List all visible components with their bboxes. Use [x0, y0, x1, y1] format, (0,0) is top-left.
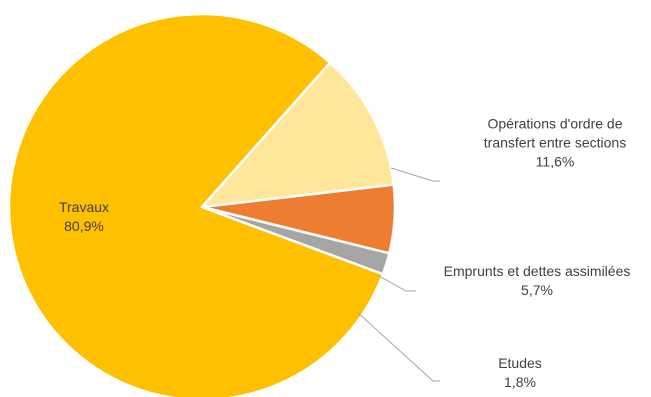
pie-slice-etudes [200, 205, 391, 276]
category-label-operations-d-ordre-de-transfert-entre-sections: transfert entre sections [484, 135, 626, 151]
pie-slice-travaux [7, 12, 385, 397]
category-label-emprunts-et-dettes-assimilees: Emprunts et dettes assimilées [444, 263, 631, 279]
category-label-travaux: Travaux [59, 199, 109, 215]
pie-slice-operations-d-ordre-de-transfert-entre-sections [200, 61, 395, 209]
data-label-emprunts-et-dettes-assimilees: 5,7% [521, 282, 553, 298]
category-label-operations-d-ordre-de-transfert-entre-sections: Opérations d'ordre de [488, 116, 623, 132]
data-label-operations-d-ordre-de-transfert-entre-sections: 11,6% [536, 154, 575, 170]
data-label-etudes: 1,8% [504, 374, 536, 390]
category-label-etudes: Etudes [498, 355, 542, 371]
leader-line-emprunts-et-dettes-assimilees [378, 275, 416, 292]
leader-line-etudes [357, 312, 440, 382]
data-label-travaux: 80,9% [64, 218, 104, 234]
leader-line-operations-d-ordre-de-transfert-entre-sections [390, 167, 440, 182]
